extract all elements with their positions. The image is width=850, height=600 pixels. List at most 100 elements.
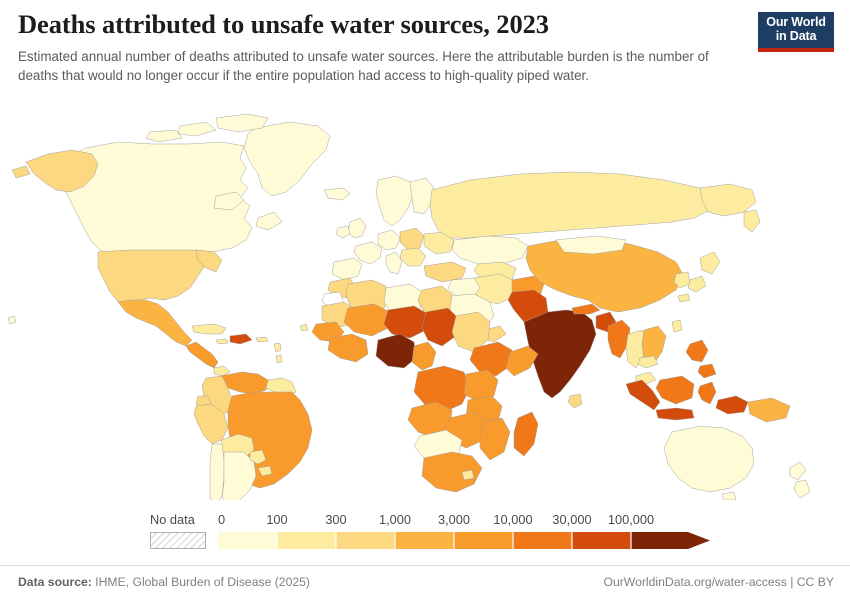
country-us-east[interactable]	[195, 249, 223, 273]
country-norway-sweden[interactable]	[375, 175, 415, 227]
country-myanmar[interactable]	[607, 319, 631, 359]
country-cambodia[interactable]	[637, 355, 659, 369]
country-sudan[interactable]	[451, 311, 491, 353]
legend-tick-3: 1,000	[378, 512, 412, 527]
country-nepal-bhutan[interactable]	[571, 303, 601, 315]
legend-color-bins[interactable]	[218, 532, 710, 549]
country-canada-islands[interactable]	[213, 191, 283, 231]
country-kenya-uganda[interactable]	[463, 369, 499, 403]
country-new-zealand[interactable]	[789, 461, 811, 499]
country-alaska[interactable]	[11, 149, 99, 193]
country-korea[interactable]	[673, 271, 691, 289]
country-spain-portugal[interactable]	[331, 257, 363, 281]
page-title: Deaths attributed to unsafe water source…	[18, 9, 549, 39]
country-drc[interactable]	[413, 365, 471, 413]
country-papua-new-guinea[interactable]	[747, 397, 791, 423]
legend-bin-3[interactable]	[395, 532, 454, 549]
legend-no-data-swatch[interactable]	[150, 532, 206, 549]
country-chad[interactable]	[421, 307, 459, 347]
country-italy[interactable]	[385, 251, 403, 275]
legend-tick-labels: 0 100 300 1,000 3,000 10,000 30,000 100,…	[218, 512, 710, 531]
country-hawaii[interactable]	[7, 315, 17, 325]
country-kazakhstan[interactable]	[451, 235, 529, 265]
country-canada[interactable]	[57, 141, 253, 267]
legend-tick-0: 0	[218, 512, 226, 527]
country-niger[interactable]	[383, 305, 429, 339]
country-indonesia-east[interactable]	[715, 395, 749, 415]
country-lesser-antilles[interactable]	[273, 342, 283, 364]
data-source-label: Data source:	[18, 575, 92, 589]
country-iceland[interactable]	[323, 187, 351, 201]
country-mozambique[interactable]	[479, 417, 511, 461]
country-mali[interactable]	[343, 303, 391, 337]
country-ireland[interactable]	[335, 225, 351, 239]
country-borneo[interactable]	[655, 375, 695, 405]
country-tasmania[interactable]	[721, 491, 737, 500]
country-sumatra[interactable]	[625, 379, 661, 411]
legend-bin-0[interactable]	[218, 532, 277, 549]
country-china[interactable]	[525, 239, 685, 313]
country-united-states[interactable]	[97, 249, 215, 307]
country-united-kingdom[interactable]	[347, 217, 367, 239]
map-svg	[7, 113, 811, 500]
country-uruguay[interactable]	[257, 465, 273, 477]
legend-tick-6: 30,000	[552, 512, 592, 527]
country-arctic-islands[interactable]	[145, 113, 269, 143]
legend-tick-5: 10,000	[493, 512, 533, 527]
country-philippines[interactable]	[685, 339, 717, 379]
country-sulawesi[interactable]	[697, 381, 717, 405]
legend-bin-5[interactable]	[513, 532, 572, 549]
country-cameroon[interactable]	[411, 341, 437, 371]
country-balkans[interactable]	[399, 247, 427, 267]
country-turkey[interactable]	[423, 261, 467, 283]
country-south-africa[interactable]	[421, 451, 483, 493]
country-nigeria[interactable]	[375, 333, 417, 369]
page-subtitle: Estimated annual number of deaths attrib…	[18, 48, 709, 83]
country-kamchatka[interactable]	[743, 209, 761, 233]
owid-logo[interactable]: Our World in Data	[758, 12, 834, 52]
legend-no-data-label: No data	[150, 512, 195, 527]
country-russia[interactable]	[429, 171, 717, 239]
country-peru[interactable]	[193, 403, 229, 445]
country-vietnam-laos[interactable]	[641, 325, 667, 367]
data-source: Data source: IHME, Global Burden of Dise…	[18, 575, 310, 589]
country-ethiopia[interactable]	[469, 341, 513, 377]
legend-bin-2[interactable]	[336, 532, 395, 549]
legend-bin-1[interactable]	[277, 532, 336, 549]
country-taiwan[interactable]	[671, 319, 683, 333]
country-finland[interactable]	[409, 177, 435, 215]
country-madagascar[interactable]	[513, 411, 539, 457]
country-japan[interactable]	[677, 251, 721, 303]
country-hispaniola[interactable]	[229, 333, 253, 345]
country-mexico[interactable]	[117, 299, 193, 347]
country-lesotho[interactable]	[461, 469, 475, 481]
country-australia[interactable]	[663, 425, 755, 493]
legend-tick-4: 3,000	[437, 512, 471, 527]
attribution-link[interactable]: OurWorldinData.org/water-access | CC BY	[603, 575, 834, 589]
country-paraguay[interactable]	[249, 449, 267, 465]
country-germany-benelux[interactable]	[377, 229, 401, 251]
country-cape-verde[interactable]	[299, 323, 309, 332]
country-france[interactable]	[353, 241, 383, 265]
legend-bin-7[interactable]	[631, 532, 710, 549]
country-west-coast-states[interactable]	[327, 333, 369, 363]
country-panama[interactable]	[213, 365, 231, 377]
country-chile[interactable]	[209, 443, 225, 500]
country-central-america[interactable]	[185, 341, 219, 369]
legend-scale[interactable]: 0 100 300 1,000 3,000 10,000 30,000 100,…	[218, 512, 710, 552]
country-somalia[interactable]	[505, 345, 539, 377]
country-poland-east[interactable]	[399, 227, 425, 251]
country-puerto-rico[interactable]	[255, 336, 269, 343]
legend-bin-6[interactable]	[572, 532, 631, 549]
country-mongolia[interactable]	[555, 235, 627, 255]
country-jamaica[interactable]	[215, 338, 229, 345]
country-java[interactable]	[655, 407, 695, 421]
legend-tick-2: 300	[325, 512, 347, 527]
country-sri-lanka[interactable]	[567, 393, 583, 409]
legend-bin-4[interactable]	[454, 532, 513, 549]
country-cuba[interactable]	[191, 323, 227, 335]
logo-line-1: Our World	[766, 15, 826, 30]
world-choropleth-map[interactable]	[0, 100, 850, 500]
country-greenland[interactable]	[243, 121, 331, 197]
